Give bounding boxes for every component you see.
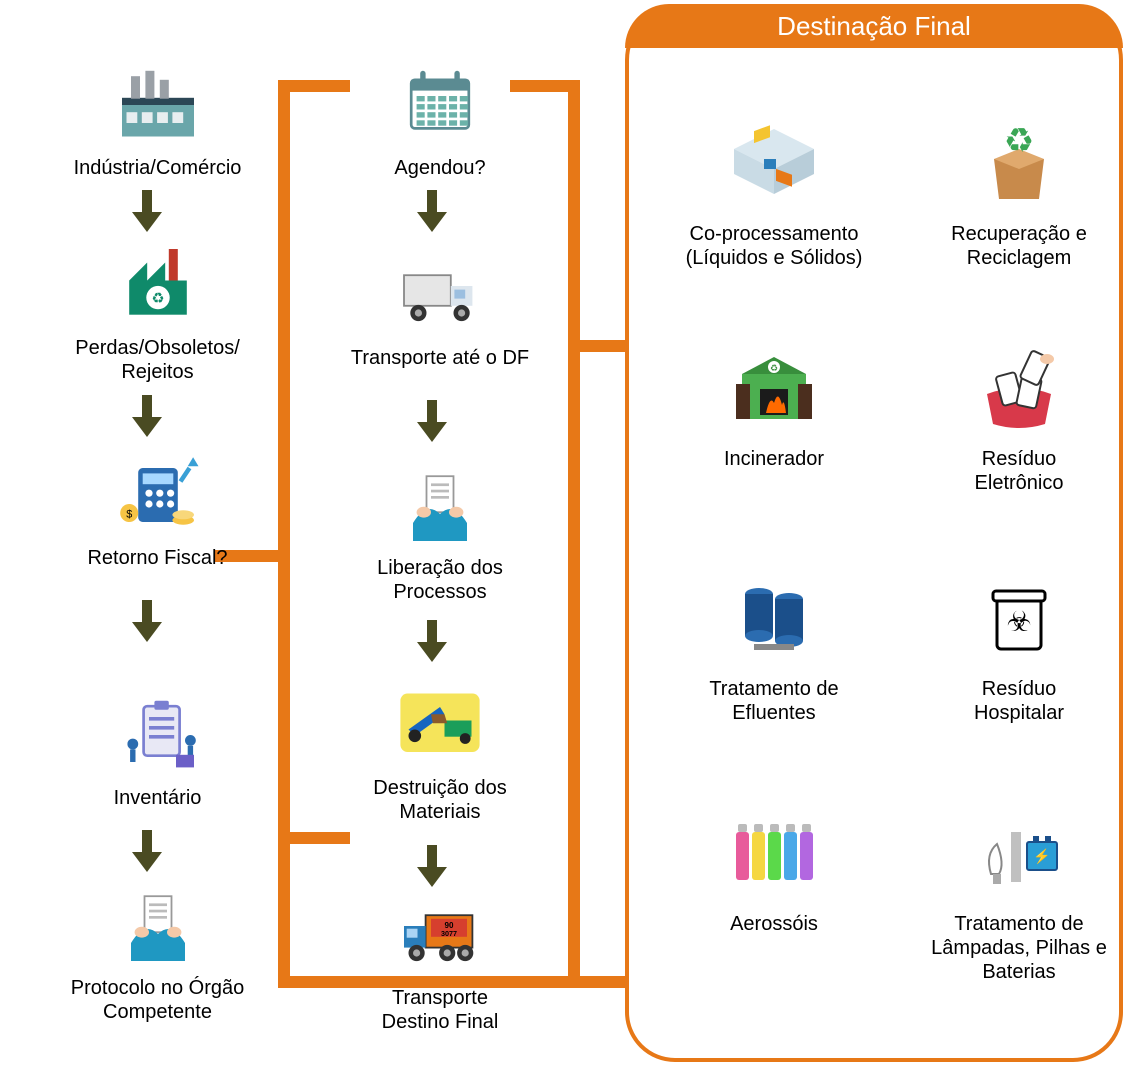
recycle-box-icon: ♻ (964, 114, 1074, 214)
destination-label: Co-processamento (Líquidos e Sólidos) (669, 222, 879, 270)
flow-node-label: Indústria/Comércio (60, 156, 255, 180)
truck-icon (390, 250, 490, 340)
flow-node-industria: Indústria/Comércio (60, 60, 255, 180)
flow-node-label: Perdas/Obsoletos/ Rejeitos (60, 336, 255, 384)
destination-label: Aerossóis (669, 912, 879, 936)
down-arrow-icon (415, 400, 449, 442)
flow-node-label: Inventário (60, 786, 255, 810)
hazmat-truck-icon: 90 3077 (390, 890, 490, 980)
flow-node-label: Agendou? (340, 156, 540, 180)
flow-node-retorno: $ Retorno Fiscal? (60, 450, 255, 570)
destination-eletronico: Resíduo Eletrônico (914, 339, 1124, 495)
clipboard-icon (108, 690, 208, 780)
down-arrow-icon (130, 190, 164, 232)
down-arrow-icon (415, 620, 449, 662)
svg-text:♻: ♻ (770, 363, 778, 373)
hands-doc-icon (108, 880, 208, 970)
flow-node-perdas: ♻ Perdas/Obsoletos/ Rejeitos (60, 240, 255, 384)
connector (580, 340, 625, 352)
svg-text:♻: ♻ (1004, 122, 1034, 160)
svg-text:3077: 3077 (441, 929, 457, 938)
flow-node-label: Retorno Fiscal? (60, 546, 255, 570)
factory-icon (108, 60, 208, 150)
flow-node-label: Protocolo no Órgão Competente (60, 976, 255, 1024)
destination-lampadas: ⚡ Tratamento de Lâmpadas, Pilhas e Bater… (914, 804, 1124, 984)
flow-node-label: Destruição dos Materiais (340, 776, 540, 824)
svg-text:☣: ☣ (1006, 606, 1031, 637)
svg-text:⚡: ⚡ (1033, 848, 1050, 865)
destination-coprocess: Co-processamento (Líquidos e Sólidos) (669, 114, 879, 270)
connector (568, 80, 580, 988)
dump-truck-icon (390, 680, 490, 770)
hands-doc-icon (390, 460, 490, 550)
flow-node-inventario: Inventário (60, 690, 255, 810)
factory-recycle-icon: ♻ (108, 240, 208, 330)
destination-label: Tratamento de Efluentes (669, 677, 879, 725)
connector (290, 832, 350, 844)
destination-aerossois: Aerossóis (669, 804, 879, 936)
destination-efluentes: Tratamento de Efluentes (669, 569, 879, 725)
svg-text:♻: ♻ (151, 291, 164, 307)
water-tank-icon (719, 569, 829, 669)
biohazard-bin-icon: ☣ (964, 569, 1074, 669)
destination-recuperacao: ♻ Recuperação e Reciclagem (914, 114, 1124, 270)
destination-label: Recuperação e Reciclagem (914, 222, 1124, 270)
svg-text:$: $ (126, 509, 132, 521)
flow-node-transporte1: Transporte até o DF (340, 250, 540, 370)
flow-node-agendou: Agendou? (340, 60, 540, 180)
destination-label: Incinerador (669, 447, 879, 471)
connector (580, 976, 625, 988)
down-arrow-icon (130, 830, 164, 872)
isometric-plant-icon (719, 114, 829, 214)
destination-label: Resíduo Eletrônico (914, 447, 1124, 495)
flow-node-label: Liberação dos Processos (340, 556, 540, 604)
incinerator-icon: ♻ (719, 339, 829, 439)
final-destination-panel: Destinação Final Co-processamento (Líqui… (625, 4, 1123, 1062)
destination-hospitalar: ☣ Resíduo Hospitalar (914, 569, 1124, 725)
flow-node-protocolo: Protocolo no Órgão Competente (60, 880, 255, 1024)
battery-bulb-icon: ⚡ (964, 804, 1074, 904)
panel-title: Destinação Final (625, 4, 1123, 48)
connector (278, 80, 290, 988)
down-arrow-icon (130, 600, 164, 642)
down-arrow-icon (415, 845, 449, 887)
calculator-icon: $ (108, 450, 208, 540)
flow-node-label: Transporte Destino Final (340, 986, 540, 1034)
flow-node-label: Transporte até o DF (340, 346, 540, 370)
ewaste-icon (964, 339, 1074, 439)
down-arrow-icon (130, 395, 164, 437)
destination-incinerador: ♻ Incinerador (669, 339, 879, 471)
destination-label: Tratamento de Lâmpadas, Pilhas e Bateria… (914, 912, 1124, 984)
flow-node-liberacao: Liberação dos Processos (340, 460, 540, 604)
calendar-icon (390, 60, 490, 150)
flow-node-transporte2: 90 3077 Transporte Destino Final (340, 890, 540, 1034)
destination-label: Resíduo Hospitalar (914, 677, 1124, 725)
flow-node-destruicao: Destruição dos Materiais (340, 680, 540, 824)
down-arrow-icon (415, 190, 449, 232)
spray-cans-icon (719, 804, 829, 904)
